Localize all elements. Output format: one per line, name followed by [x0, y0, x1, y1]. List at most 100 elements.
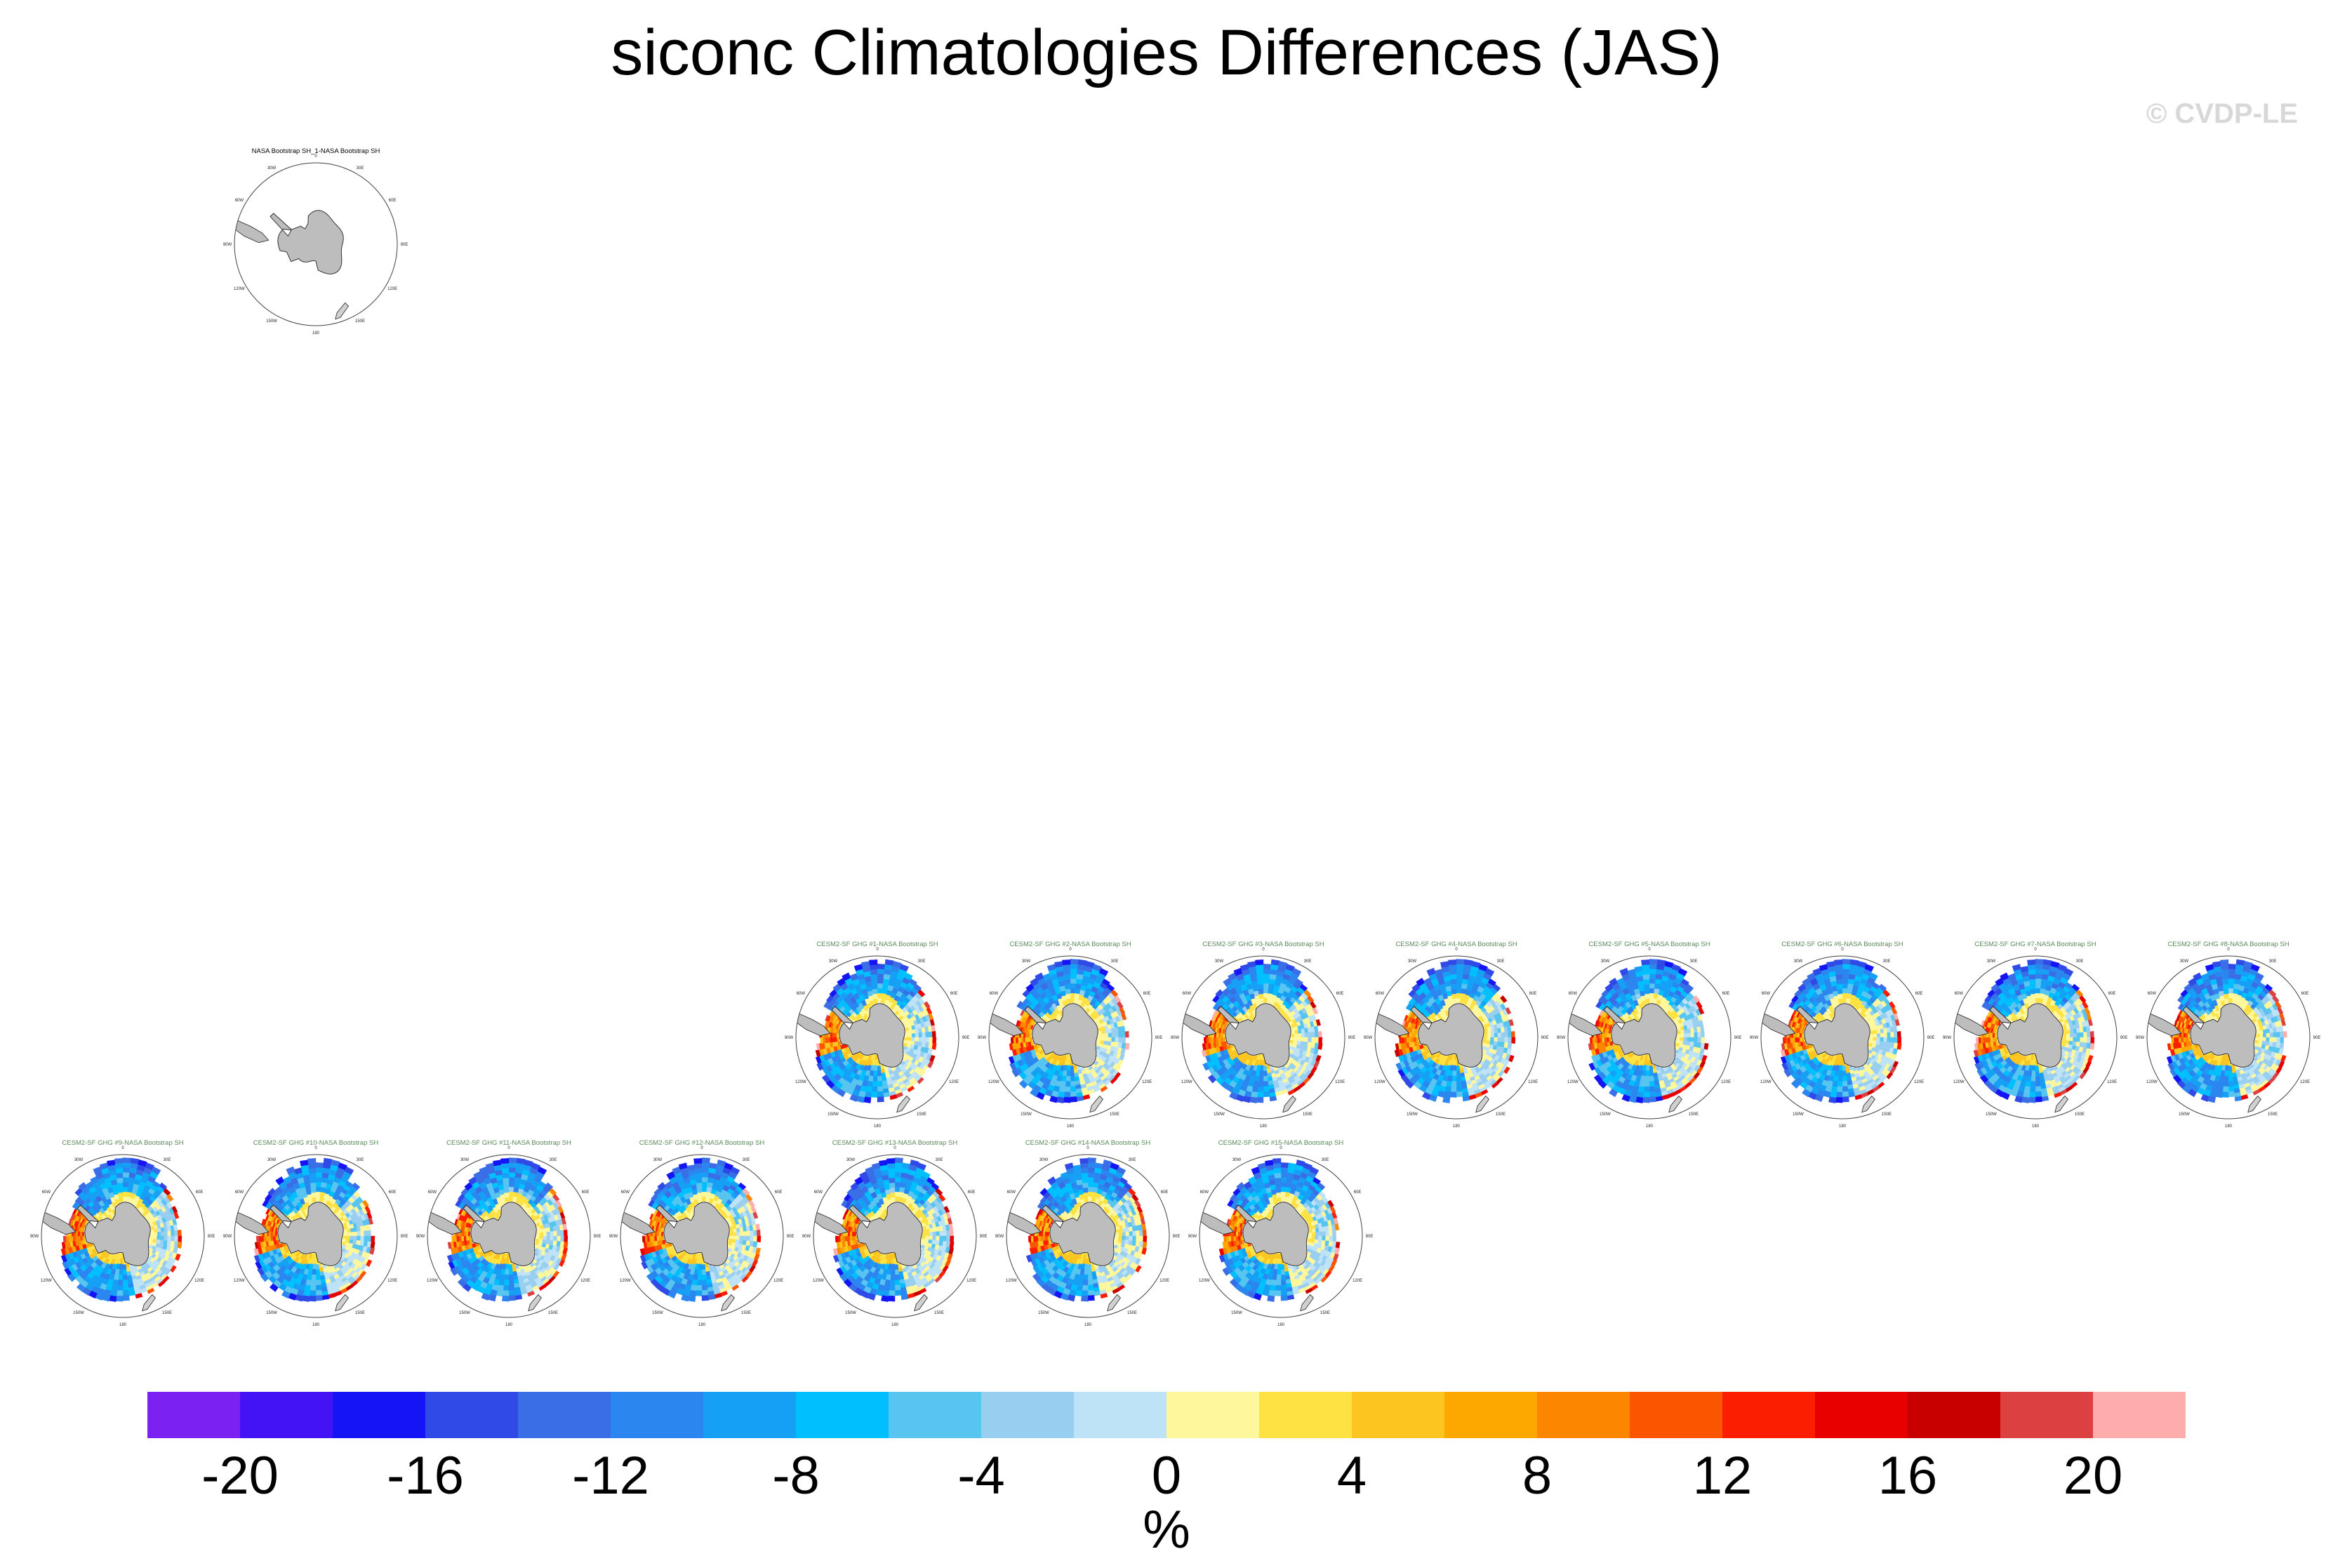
- longitude-label: 150E: [1110, 1112, 1119, 1117]
- sea-ice-cell: [1985, 1037, 1988, 1043]
- sea-ice-cell: [2222, 978, 2229, 985]
- sea-ice-cell: [173, 1211, 180, 1219]
- sea-ice-cell: [2224, 1075, 2229, 1082]
- sea-ice-cell: [1400, 1074, 1410, 1084]
- sea-ice-cell: [1304, 1032, 1309, 1038]
- sea-ice-cell: [2231, 1068, 2236, 1074]
- sea-ice-cell: [1649, 1070, 1654, 1077]
- sea-ice-cell: [1883, 1037, 1888, 1042]
- sea-ice-cell: [1018, 1079, 1028, 1089]
- longitude-label: 60W: [797, 992, 806, 996]
- sea-ice-field: [1954, 959, 2095, 1113]
- sea-ice-cell: [1651, 1064, 1656, 1070]
- sea-ice-cell: [1501, 1037, 1506, 1043]
- sea-ice-cell: [2173, 1037, 2176, 1044]
- sea-ice-cell: [1842, 983, 1849, 989]
- sea-ice-cell: [925, 1037, 930, 1043]
- longitude-label: 30W: [1794, 959, 1803, 964]
- sea-ice-cell: [116, 1295, 124, 1302]
- longitude-label: 120W: [1567, 1080, 1578, 1084]
- sea-ice-cell: [1263, 1086, 1270, 1092]
- sea-ice-cell: [122, 1162, 131, 1168]
- sea-ice-cell: [1256, 969, 1264, 975]
- sea-ice-cell: [2220, 959, 2229, 966]
- sea-ice-cell: [1249, 1096, 1258, 1103]
- new-zealand-landmass: [335, 302, 349, 320]
- sea-ice-cell: [1285, 964, 1295, 972]
- sea-ice-cell: [1213, 1037, 1216, 1043]
- longitude-label: 120W: [2146, 1080, 2158, 1084]
- sea-ice-cell: [1257, 978, 1264, 985]
- sea-ice-cell: [2256, 1034, 2260, 1038]
- sea-ice-cell: [117, 1284, 124, 1291]
- sea-ice-cell: [1697, 1014, 1703, 1022]
- sea-ice-cell: [1456, 1086, 1463, 1092]
- sea-ice-cell: [1416, 978, 1425, 987]
- sea-ice-cell: [2028, 1096, 2036, 1103]
- sea-ice-cell: [1787, 1037, 1790, 1044]
- sea-ice-cell: [1896, 1031, 1901, 1038]
- sea-ice-cell: [1056, 1096, 1065, 1103]
- sea-ice-cell: [870, 969, 878, 975]
- sea-ice-cell: [79, 1235, 83, 1241]
- sea-ice-cell: [892, 961, 902, 969]
- longitude-label: 30E: [2076, 959, 2084, 964]
- sea-ice-cell: [1269, 1096, 1277, 1102]
- sea-ice-cell: [2187, 1032, 2191, 1038]
- longitude-label: 180: [1260, 1124, 1268, 1129]
- sea-ice-cell: [167, 1230, 172, 1237]
- sea-ice-cell: [2235, 959, 2245, 966]
- longitude-label: 0: [2034, 948, 2037, 952]
- sea-ice-cell: [1101, 1033, 1105, 1038]
- sea-ice-cell: [1295, 978, 1303, 986]
- sea-ice-cell: [315, 1181, 322, 1188]
- longitude-label: 90W: [1750, 1036, 1759, 1040]
- sea-ice-cell: [315, 1186, 321, 1192]
- longitude-label: 90W: [1943, 1036, 1952, 1040]
- sea-ice-cell: [1456, 973, 1463, 979]
- sea-ice-cell: [122, 1264, 127, 1270]
- map-boundary: [2146, 955, 2311, 1119]
- sea-ice-cell: [1642, 969, 1650, 975]
- sea-ice-cell: [1842, 1081, 1848, 1087]
- sea-ice-cell: [928, 1013, 934, 1021]
- sea-ice-cell: [2259, 1033, 2264, 1038]
- sea-ice-cell: [1449, 969, 1457, 975]
- sea-ice-cell: [1110, 1077, 1117, 1084]
- sea-ice-cell: [2035, 968, 2043, 974]
- sea-ice-cell: [1988, 1084, 1998, 1094]
- sea-ice-cell: [2076, 1037, 2081, 1042]
- sea-ice-cell: [1597, 1037, 1600, 1044]
- sea-ice-cell: [1471, 961, 1481, 969]
- sea-ice-cell: [1207, 1074, 1217, 1084]
- sea-ice-cell: [1408, 1037, 1412, 1043]
- panel-title: CESM2-SF GHG #3-NASA Bootstrap SH: [1202, 941, 1324, 948]
- sea-ice-cell: [1649, 1091, 1656, 1098]
- sea-ice-cell: [834, 1037, 837, 1042]
- sea-ice-cell: [1315, 1018, 1321, 1026]
- sea-ice-cell: [2212, 961, 2221, 968]
- sea-ice-cell: [1070, 997, 1075, 1004]
- panel-title: CESM2-SF GHG #4-NASA Bootstrap SH: [1395, 941, 1517, 948]
- longitude-label: 120W: [1760, 1080, 1772, 1084]
- sea-ice-cell: [1263, 997, 1268, 1004]
- map-boundary: [795, 955, 959, 1119]
- sea-ice-cell: [2050, 961, 2060, 969]
- sea-ice-cell: [2020, 966, 2029, 973]
- sea-ice-cell: [2028, 969, 2036, 975]
- south-america-landmass: [1375, 1012, 1410, 1037]
- sea-ice-cell: [1484, 1030, 1489, 1035]
- sea-ice-cell: [1265, 1064, 1270, 1070]
- sea-ice-cell: [1397, 1068, 1406, 1077]
- longitude-label: 120E: [1721, 1080, 1731, 1084]
- sea-ice-cell: [899, 964, 909, 972]
- sea-ice-cell: [116, 1172, 124, 1178]
- sea-ice-cell: [1649, 992, 1654, 999]
- sea-ice-cell: [1837, 988, 1843, 995]
- sea-ice-cell: [2222, 983, 2229, 990]
- sea-ice-cell: [2062, 1037, 2066, 1041]
- longitude-label: 150E: [1882, 1112, 1892, 1117]
- sea-ice-cell: [877, 1081, 883, 1087]
- longitude-label: 0: [1262, 948, 1265, 952]
- sea-ice-cell: [2176, 1079, 2186, 1089]
